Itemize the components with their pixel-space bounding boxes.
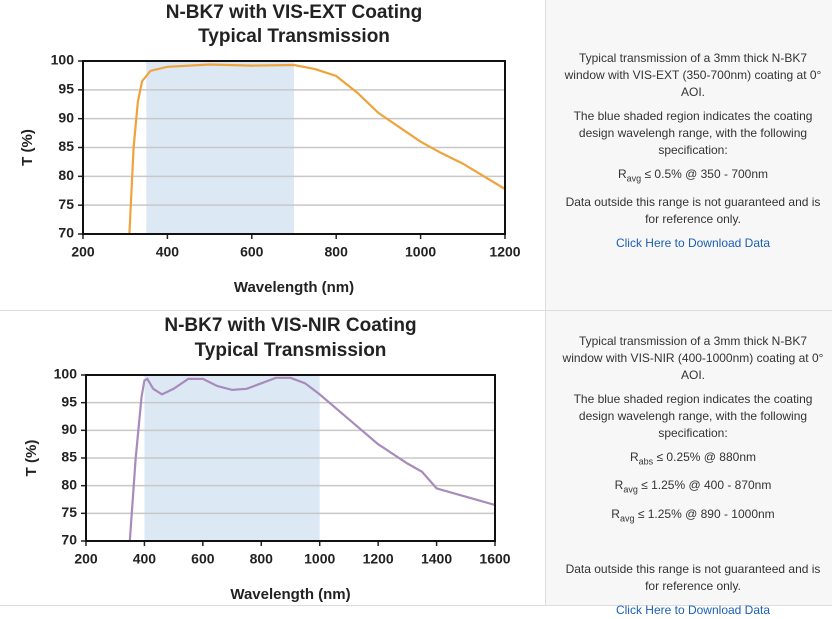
spec-list: Rabs ≤ 0.25% @ 880nm Ravg ≤ 1.25% @ 400 -… — [558, 449, 828, 527]
disclaimer: Data outside this range is not guarantee… — [565, 195, 821, 227]
spec-text: ≤ 1.25% @ 890 - 1000nm — [637, 506, 775, 521]
y-tick-label: 70 — [61, 532, 77, 548]
spec-subscript: abs — [638, 456, 654, 467]
chart: N-BK7 with VIS-NIR Coating Typical Transm… — [23, 311, 546, 605]
x-tick-label: 800 — [325, 244, 349, 260]
y-tick-label: 85 — [58, 138, 74, 154]
description: Typical transmission of a 3mm thick N-BK… — [564, 51, 822, 99]
transmission-curve — [128, 63, 505, 234]
spec-symbol: R — [617, 167, 627, 181]
y-tick-label: 100 — [51, 52, 75, 68]
y-tick-label: 90 — [58, 109, 74, 125]
spec-symbol: R — [629, 450, 639, 464]
plot-frame — [82, 60, 506, 235]
y-tick-label: 85 — [61, 449, 77, 465]
chart: N-BK7 with VIS-EXT Coating Typical Transm… — [19, 0, 546, 310]
disclaimer: Data outside this range is not guarantee… — [565, 562, 821, 594]
y-tick-label: 80 — [58, 167, 74, 183]
x-tick-label: 1200 — [363, 551, 394, 567]
transmission-curve — [128, 376, 495, 541]
product-row: N-BK7 with VIS-EXT Coating Typical Transm… — [0, 0, 832, 311]
x-tick-label: 1400 — [421, 551, 452, 567]
download-link[interactable]: Click Here to Download Data — [615, 603, 771, 618]
spec-list: Ravg ≤ 0.5% @ 350 - 700nm — [558, 166, 828, 187]
spec-symbol: R — [611, 506, 620, 521]
download-link[interactable]: Click Here to Download Data — [615, 236, 771, 251]
info-panel: Typical transmission of a 3mm thick N-BK… — [546, 0, 832, 310]
x-tick-label: 1000 — [304, 551, 335, 567]
spec-subscript: avg — [619, 513, 635, 524]
x-tick-label: 200 — [71, 244, 95, 260]
y-tick-label: 80 — [61, 476, 77, 492]
spec: Ravg ≤ 0.5% @ 350 - 700nm — [558, 166, 828, 187]
y-tick-label: 95 — [58, 81, 74, 97]
plot-frame — [85, 374, 496, 542]
description: Typical transmission of a 3mm thick N-BK… — [562, 334, 824, 382]
y-tick-label: 95 — [61, 393, 77, 409]
x-tick-label: 600 — [240, 244, 264, 260]
y-tick-label: 70 — [58, 225, 74, 241]
x-tick-label: 800 — [250, 551, 274, 567]
spec-subscript: avg — [626, 173, 642, 184]
info-panel: Typical transmission of a 3mm thick N-BK… — [546, 311, 832, 617]
y-tick-label: 75 — [58, 196, 74, 212]
shading-note: The blue shaded region indicates the coa… — [573, 392, 813, 440]
x-tick-label: 1200 — [489, 244, 520, 260]
y-tick-label: 100 — [54, 366, 78, 382]
x-axis-label: Wavelength (nm) — [230, 586, 350, 603]
y-axis-label: T (%) — [19, 129, 36, 166]
y-tick-label: 75 — [61, 504, 77, 520]
x-tick-label: 600 — [191, 551, 215, 567]
spec: Rabs ≤ 0.25% @ 880nm — [558, 449, 828, 470]
spec: Ravg ≤ 1.25% @ 400 - 870nm — [558, 477, 828, 498]
x-tick-label: 1600 — [479, 551, 510, 567]
product-row: N-BK7 with VIS-NIR Coating Typical Transm… — [0, 311, 832, 617]
spec: Ravg ≤ 1.25% @ 890 - 1000nm — [558, 506, 828, 527]
spec-subscript: avg — [623, 484, 638, 495]
x-tick-label: 200 — [74, 551, 98, 567]
y-tick-label: 90 — [61, 421, 77, 437]
x-axis-label: Wavelength (nm) — [234, 279, 354, 296]
chart-subtitle: Typical Transmission — [198, 26, 390, 47]
x-tick-label: 1000 — [405, 244, 436, 260]
spec-symbol: R — [614, 478, 624, 493]
chart-title: N-BK7 with VIS-NIR Coating — [164, 315, 416, 336]
spec-text: ≤ 0.25% @ 880nm — [656, 450, 757, 464]
chart-subtitle: Typical Transmission — [195, 340, 387, 361]
x-tick-label: 400 — [133, 551, 157, 567]
x-tick-label: 400 — [156, 244, 180, 260]
spec-text: ≤ 1.25% @ 400 - 870nm — [641, 478, 772, 493]
spec-text: ≤ 0.5% @ 350 - 700nm — [644, 167, 769, 181]
chart-title: N-BK7 with VIS-EXT Coating — [166, 2, 423, 23]
y-axis-label: T (%) — [23, 440, 40, 477]
shading-note: The blue shaded region indicates the coa… — [573, 109, 813, 157]
